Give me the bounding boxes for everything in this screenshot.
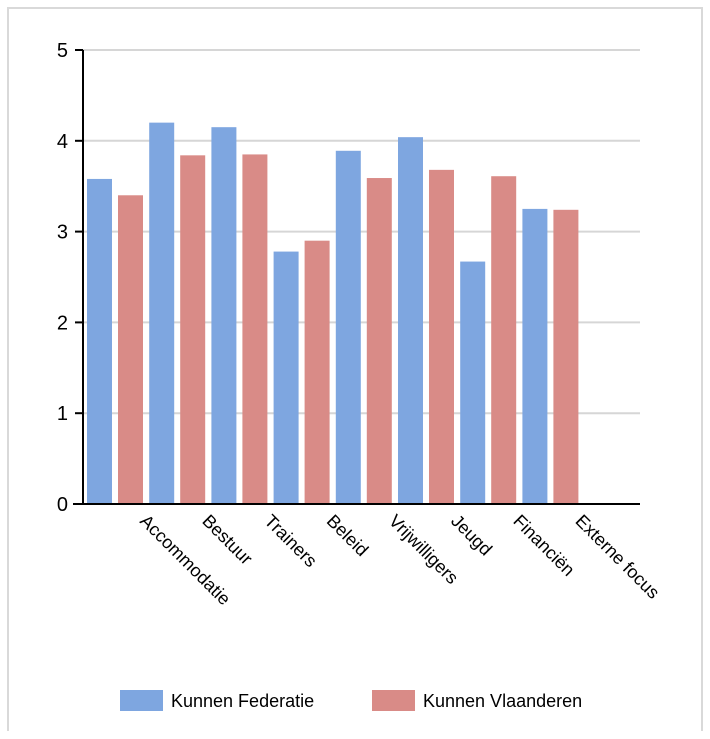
bar-vlaanderen [366, 178, 392, 504]
legend-swatch [372, 690, 415, 711]
x-category-label: Trainers [261, 511, 321, 571]
bar-vlaanderen [180, 155, 206, 504]
bar-vlaanderen [118, 195, 143, 504]
y-tick-label: 1 [57, 403, 68, 425]
x-category-label: Jeugd [447, 511, 496, 560]
bar-federatie [211, 127, 237, 505]
y-tick-label: 3 [57, 222, 68, 244]
y-tick-label: 4 [57, 131, 68, 153]
x-category-label: Bestuur [198, 511, 256, 569]
legend-label: Kunnen Vlaanderen [423, 691, 582, 711]
bar-vlaanderen [553, 209, 579, 505]
legend-label: Kunnen Federatie [171, 691, 314, 711]
y-tick-label: 5 [57, 40, 68, 62]
y-tick-label: 0 [57, 494, 68, 516]
x-category-label: Financiën [509, 511, 578, 580]
bar-federatie [460, 261, 486, 504]
bar-vlaanderen [491, 176, 517, 504]
y-tick-labels: 0 1 2 3 4 5 [57, 40, 68, 516]
bars [87, 122, 579, 505]
bar-vlaanderen [429, 169, 454, 504]
legend-swatch [120, 690, 163, 711]
x-category-label: Beleid [323, 511, 373, 561]
bar-federatie [398, 137, 423, 504]
legend: Kunnen Federatie Kunnen Vlaanderen [120, 690, 582, 711]
axes [73, 49, 640, 505]
x-category-label: Externe focus [572, 511, 664, 603]
bar-federatie [87, 178, 112, 504]
bar-federatie [149, 122, 175, 504]
bar-federatie [335, 150, 361, 504]
bar-federatie [522, 208, 548, 504]
bar-vlaanderen [304, 240, 330, 504]
bar-vlaanderen [242, 154, 268, 505]
bar-federatie [273, 251, 299, 504]
y-tick-label: 2 [57, 312, 68, 334]
